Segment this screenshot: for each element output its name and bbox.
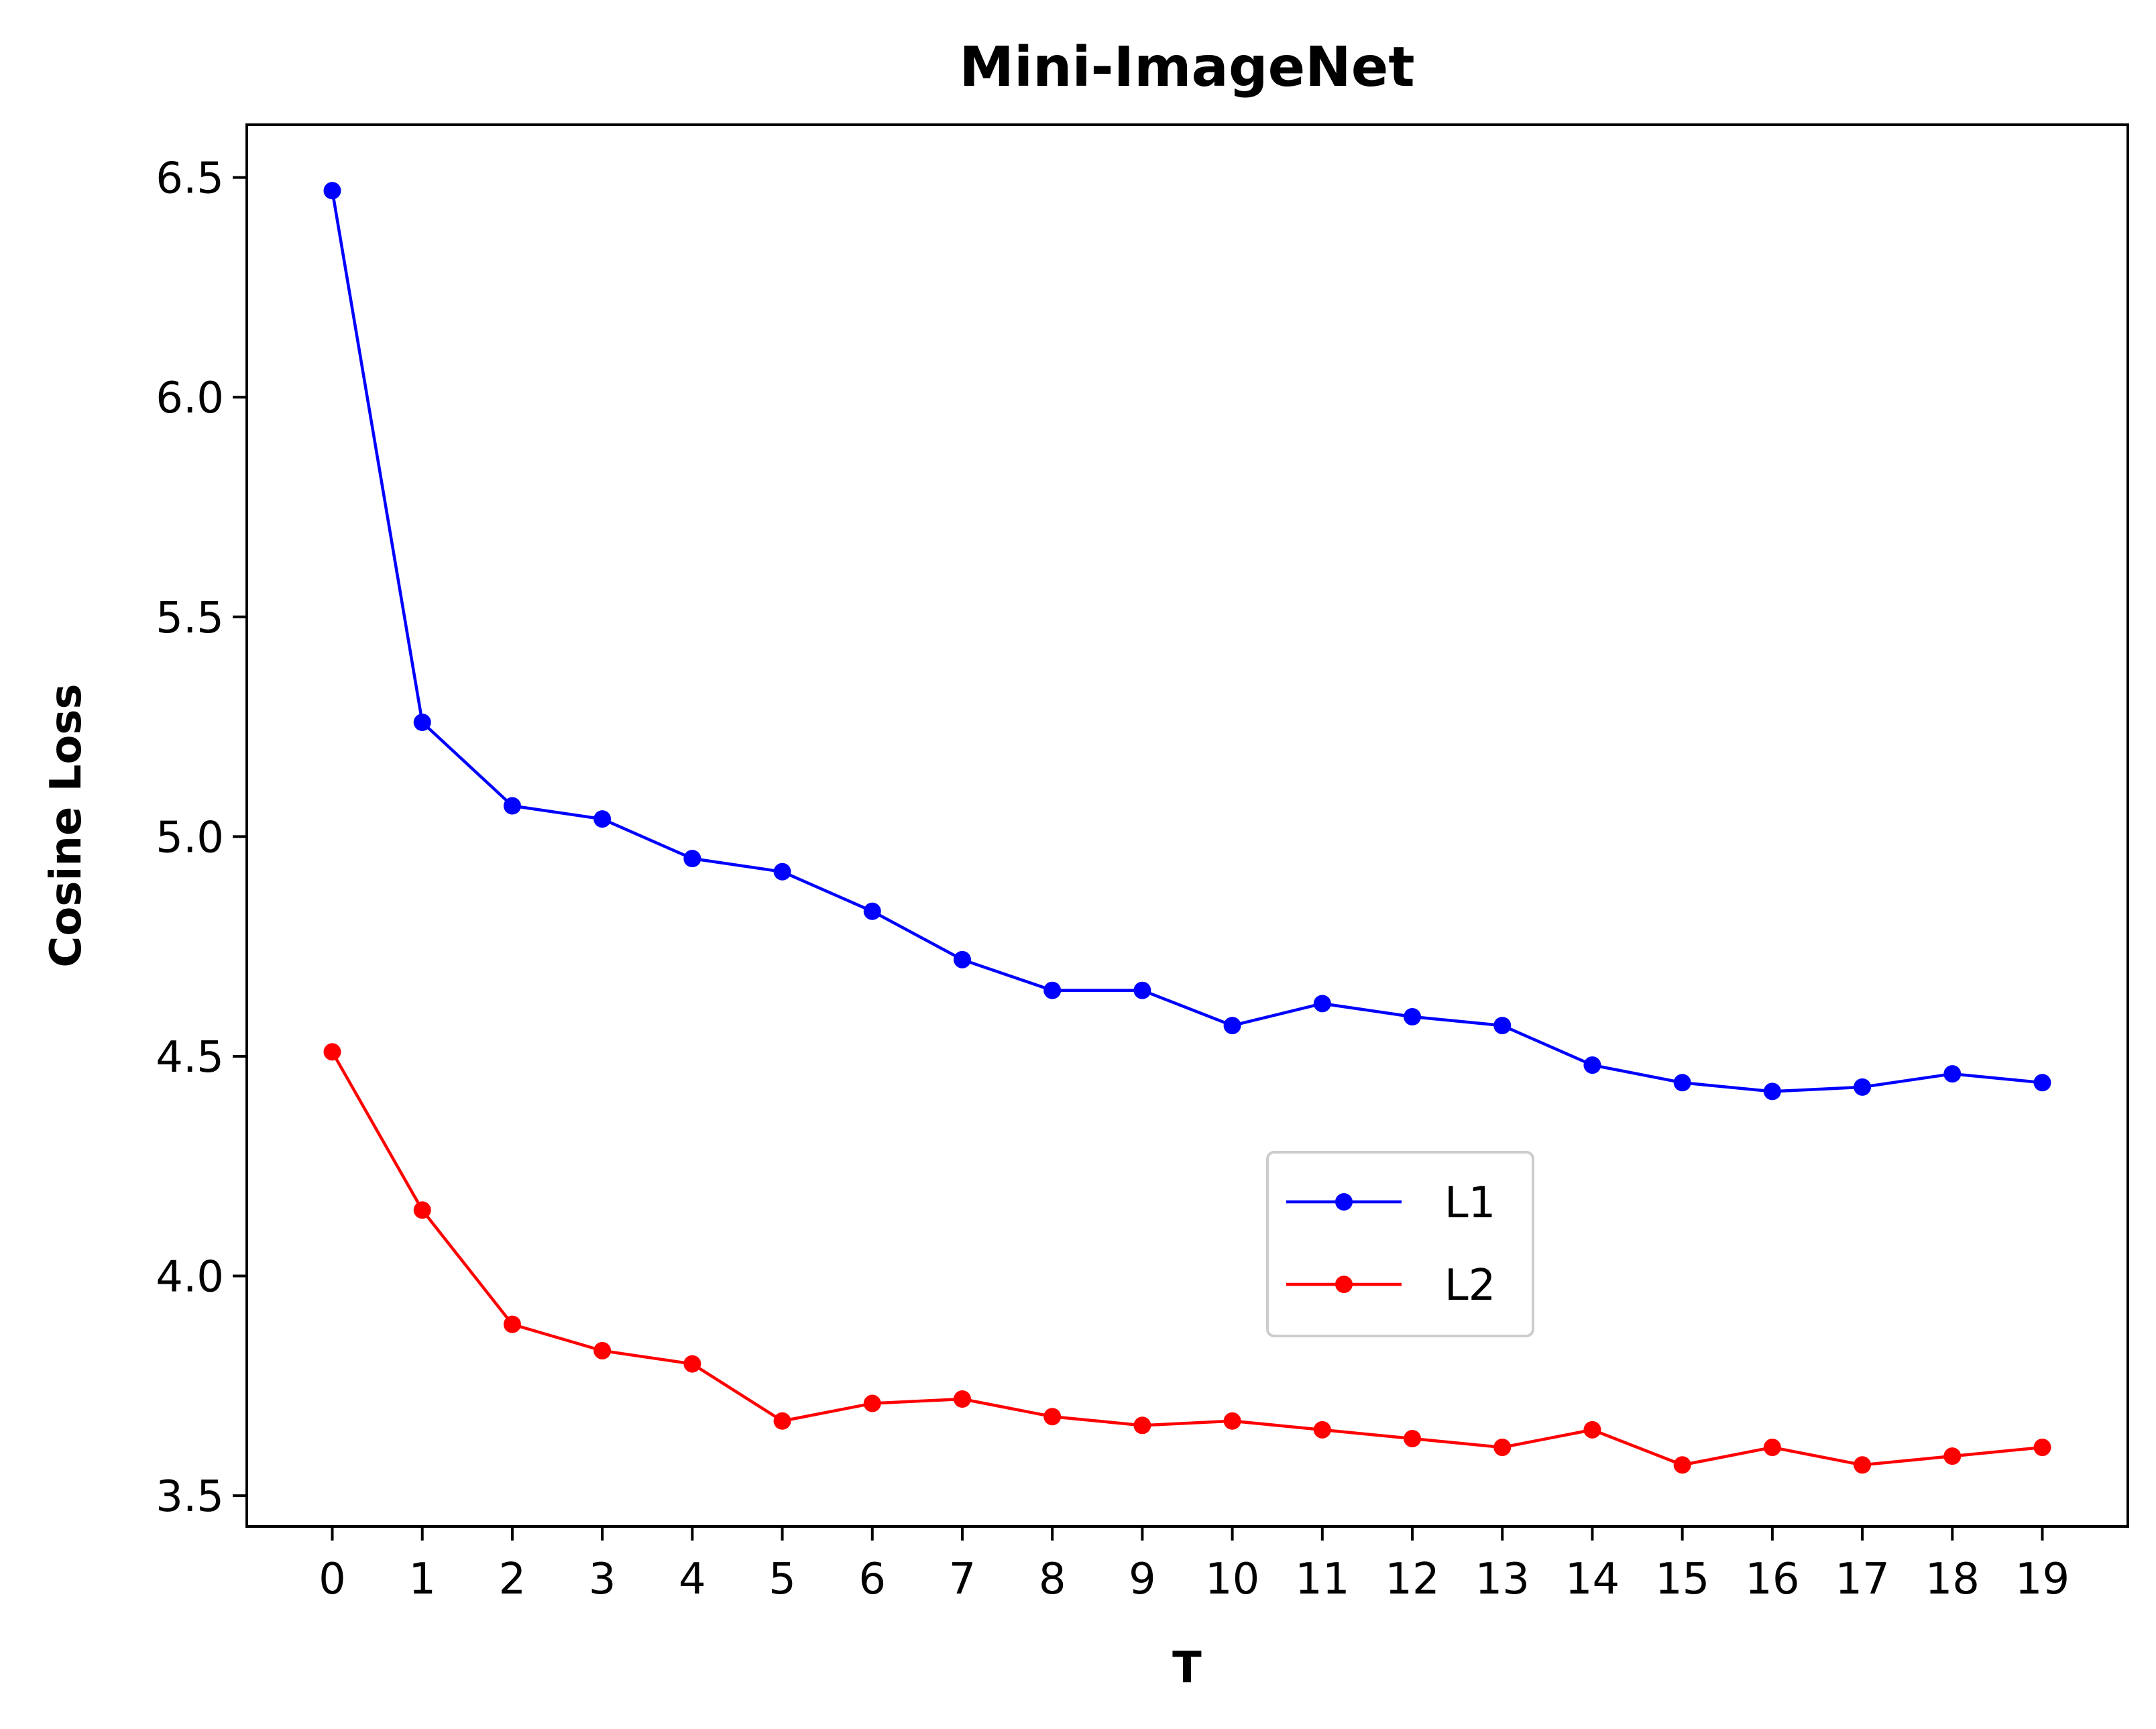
data-point-l2 (1313, 1420, 1331, 1439)
data-point-l2 (773, 1412, 791, 1430)
chart-title: Mini-ImageNet (959, 36, 1414, 99)
plot-series (323, 182, 2051, 1474)
data-point-l1 (1943, 1065, 1962, 1083)
data-point-l1 (503, 797, 521, 815)
data-point-l1 (1223, 1017, 1241, 1035)
data-point-l1 (1854, 1078, 1872, 1096)
x-tick-label: 2 (499, 1555, 526, 1604)
legend-label-l1: L1 (1444, 1178, 1495, 1228)
data-point-l2 (863, 1394, 881, 1412)
x-tick-label: 10 (1205, 1555, 1259, 1604)
data-point-l1 (1763, 1082, 1781, 1101)
data-point-l2 (1043, 1408, 1062, 1426)
legend-marker-l1 (1335, 1193, 1353, 1211)
data-point-l1 (413, 714, 431, 732)
data-point-l1 (323, 182, 341, 200)
y-tick-label: 4.5 (156, 1033, 224, 1082)
legend-marker-l2 (1335, 1276, 1353, 1293)
data-point-l1 (863, 902, 881, 920)
data-point-l1 (953, 950, 971, 968)
data-point-l2 (1943, 1447, 1962, 1465)
y-tick-label: 5.0 (156, 813, 224, 862)
data-point-l2 (1493, 1439, 1512, 1457)
data-point-l2 (1854, 1456, 1872, 1474)
series-l1 (323, 182, 2051, 1101)
y-tick-label: 4.0 (156, 1253, 224, 1302)
data-point-l1 (1493, 1017, 1512, 1035)
data-point-l1 (2033, 1074, 2051, 1092)
x-tick-label: 9 (1129, 1555, 1156, 1604)
y-tick-label: 6.5 (156, 154, 224, 204)
x-tick-label: 0 (319, 1555, 346, 1604)
data-point-l2 (1673, 1456, 1691, 1474)
data-point-l2 (2033, 1439, 2051, 1457)
data-point-l1 (1404, 1008, 1422, 1025)
y-tick-label: 5.5 (156, 594, 224, 643)
x-tick-label: 19 (2015, 1555, 2069, 1604)
x-tick-label: 7 (949, 1555, 976, 1604)
data-point-l2 (1404, 1429, 1422, 1447)
y-tick-label: 3.5 (156, 1472, 224, 1522)
data-point-l2 (1133, 1416, 1151, 1435)
y-axis-label: Cosine Loss (42, 683, 91, 967)
series-l2 (323, 1043, 2051, 1474)
y-tick-label: 6.0 (156, 374, 224, 423)
x-tick-label: 11 (1295, 1555, 1349, 1604)
x-tick-label: 16 (1745, 1555, 1799, 1604)
data-point-l2 (413, 1201, 431, 1219)
data-point-l1 (1583, 1056, 1601, 1074)
x-tick-label: 14 (1565, 1555, 1620, 1604)
data-point-l1 (1043, 981, 1062, 999)
legend-box (1266, 1151, 1534, 1337)
legend-label-l2: L2 (1444, 1261, 1495, 1310)
x-tick-label: 12 (1385, 1555, 1439, 1604)
x-axis: 0 1 2 3 4 5 6 7 8 9 10 11 12 13 14 15 16 17 18 19 (319, 1526, 2069, 1604)
y-axis: 3.5 4.0 4.5 5.0 5.5 6.0 6.5 (156, 154, 247, 1522)
x-axis-label: T (1172, 1643, 1202, 1693)
data-point-l1 (683, 850, 701, 868)
series-line-l1 (331, 190, 2043, 1093)
data-point-l2 (1223, 1412, 1241, 1430)
data-point-l2 (503, 1315, 521, 1333)
data-point-l2 (683, 1355, 701, 1373)
series-line-l2 (331, 1051, 2043, 1467)
x-tick-label: 6 (858, 1555, 886, 1604)
plot-frame (245, 123, 2129, 1528)
data-point-l2 (1763, 1439, 1781, 1457)
data-point-l1 (1673, 1074, 1691, 1092)
data-point-l1 (1313, 995, 1331, 1013)
x-tick-label: 13 (1475, 1555, 1530, 1604)
x-tick-label: 8 (1039, 1555, 1066, 1604)
data-point-l1 (1133, 981, 1151, 999)
x-tick-label: 18 (1925, 1555, 1980, 1604)
x-tick-label: 5 (769, 1555, 796, 1604)
data-point-l2 (593, 1341, 612, 1359)
data-point-l1 (593, 810, 612, 828)
data-point-l1 (773, 862, 791, 881)
data-point-l2 (323, 1043, 341, 1061)
x-tick-label: 17 (1835, 1555, 1889, 1604)
legend: L1 L2 (1266, 1151, 1534, 1337)
x-tick-label: 1 (408, 1555, 436, 1604)
x-tick-label: 4 (679, 1555, 706, 1604)
x-tick-label: 3 (589, 1555, 616, 1604)
data-point-l2 (953, 1390, 971, 1408)
data-point-l2 (1583, 1420, 1601, 1439)
x-tick-label: 15 (1655, 1555, 1709, 1604)
